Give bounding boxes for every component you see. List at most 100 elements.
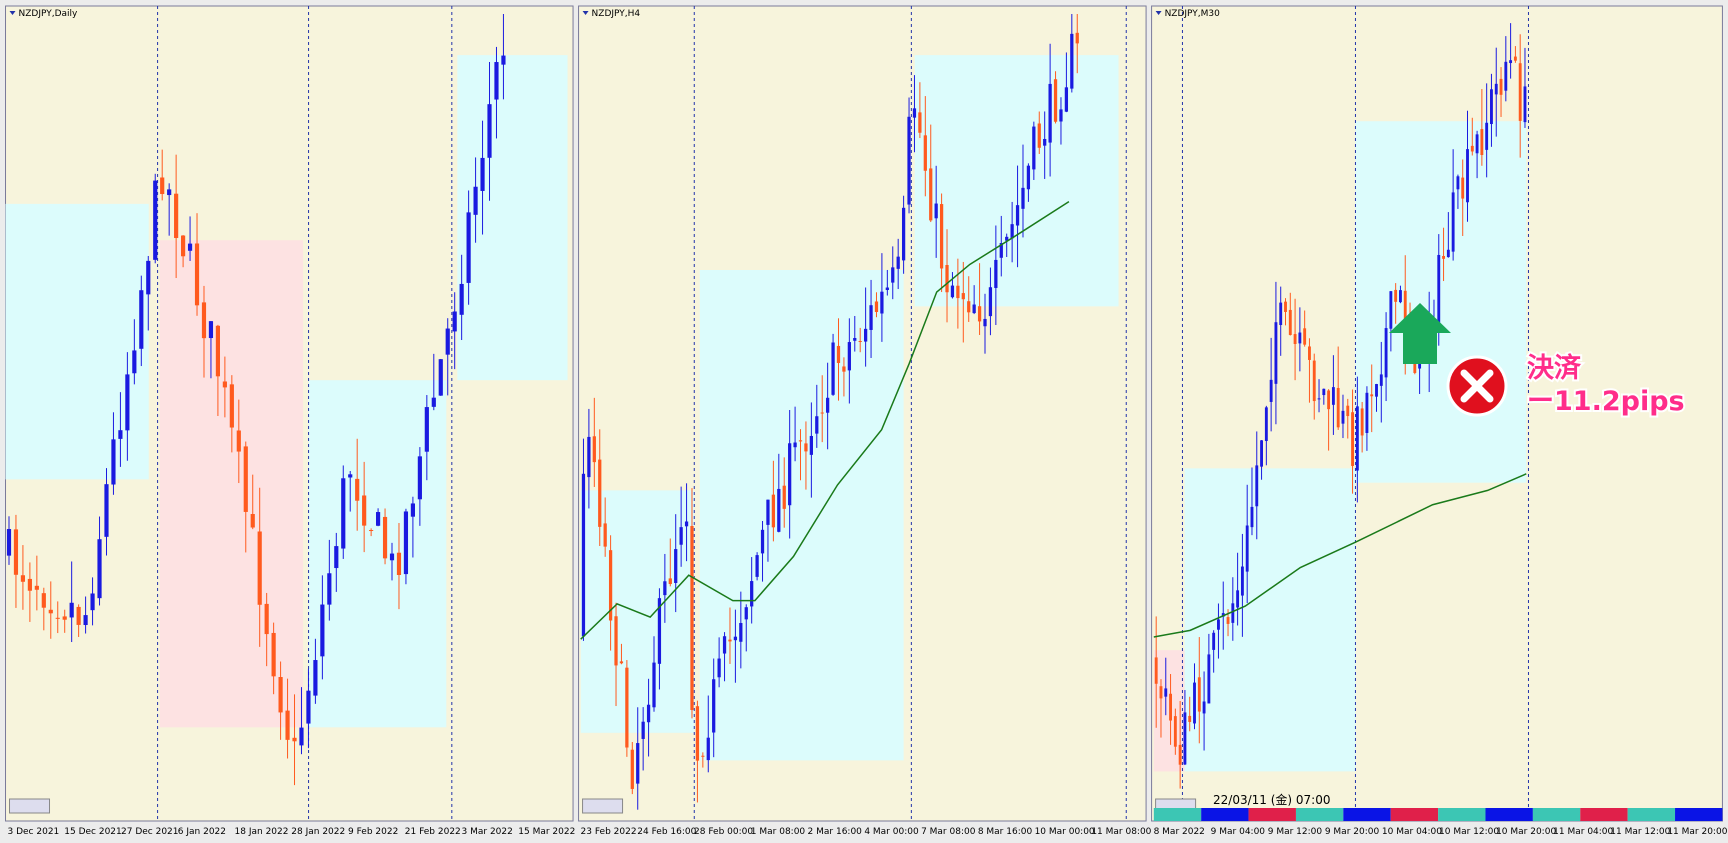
candle-body: [201, 302, 207, 339]
candle-body: [1188, 715, 1192, 722]
candle-body: [1183, 712, 1187, 765]
candle-body: [90, 593, 95, 611]
status-label: 決済: [1527, 352, 1582, 384]
candle-body: [690, 525, 694, 711]
candle-body: [733, 636, 738, 641]
candle-body: [1355, 406, 1359, 471]
candle-body: [934, 203, 938, 219]
candle-body: [292, 737, 297, 742]
candle-body: [1375, 384, 1378, 397]
candle-body: [1480, 129, 1484, 156]
candle-body: [229, 384, 234, 428]
candle-body: [1231, 603, 1235, 623]
candle-body: [341, 478, 346, 549]
candle-body: [695, 706, 700, 761]
candle-body: [1032, 126, 1036, 170]
candle-body: [69, 602, 74, 618]
candle-body: [755, 555, 759, 577]
zone-box: [914, 55, 1119, 307]
candle-body: [636, 743, 640, 784]
candle-body: [1504, 61, 1508, 91]
candle-body: [1173, 716, 1177, 747]
candle-body: [961, 293, 965, 300]
panel-title: NZDJPY,Daily: [19, 9, 79, 19]
session-bar: [1201, 808, 1249, 821]
candle-body: [118, 430, 123, 439]
candle-body: [97, 539, 102, 599]
candle-body: [907, 116, 911, 205]
candle-body: [1399, 290, 1402, 303]
x-axis-label: 9 Mar 04:00: [1211, 827, 1266, 837]
candle-body: [1461, 177, 1465, 199]
x-axis-label: 7 Mar 08:00: [921, 827, 976, 837]
candle-body: [236, 430, 241, 452]
candle-body: [1331, 387, 1335, 405]
candle-body: [798, 440, 803, 442]
x-axis-label: 23 Feb 2022: [581, 827, 637, 837]
candle-body: [956, 285, 960, 299]
session-bar: [1675, 808, 1723, 821]
candle-body: [410, 503, 415, 517]
x-axis-label: 8 Mar 16:00: [978, 827, 1033, 837]
candle-body: [1021, 187, 1025, 209]
candle-body: [6, 529, 12, 556]
candle-body: [831, 342, 835, 395]
candle-body: [431, 397, 436, 407]
candle-body: [494, 62, 499, 100]
candle-body: [174, 193, 179, 239]
candle-body: [950, 285, 955, 298]
x-axis-label: 18 Jan 2022: [235, 827, 289, 837]
candle-body: [438, 359, 443, 396]
candle-body: [125, 374, 130, 431]
candle-body: [728, 639, 732, 642]
candle-body: [1327, 390, 1331, 410]
zone-box: [5, 203, 149, 480]
candle-body: [1312, 360, 1316, 402]
candle-body: [880, 291, 884, 314]
candle-body: [1064, 87, 1069, 112]
candle-body: [1303, 328, 1307, 345]
candle-body: [1169, 693, 1172, 721]
candle-body: [1442, 255, 1445, 259]
x-axis-label: 10 Mar 12:00: [1439, 827, 1499, 837]
x-axis-label: 9 Feb 2022: [348, 827, 398, 837]
candle-body: [1379, 374, 1383, 386]
candle-body: [1245, 525, 1249, 572]
candle-body: [375, 512, 381, 526]
candle-body: [1470, 145, 1474, 152]
candle-body: [1451, 192, 1455, 252]
candle-body: [355, 478, 360, 501]
candle-body: [706, 737, 710, 761]
zone-box: [1355, 121, 1527, 483]
candle-body: [1221, 613, 1225, 617]
candle-body: [1202, 701, 1206, 714]
session-bar: [1627, 808, 1676, 821]
zone-box: [457, 55, 568, 381]
moving-average: [580, 201, 1070, 640]
candle-body: [1513, 56, 1517, 61]
candle-body: [27, 578, 32, 591]
candle-body: [181, 235, 186, 257]
candle-body: [55, 617, 60, 619]
session-bar: [1248, 808, 1296, 821]
candle-body: [652, 662, 656, 708]
candle-body: [663, 581, 667, 596]
candle-body: [766, 499, 770, 525]
candle-body: [1154, 657, 1158, 684]
x-axis-label: 11 Mar 08:00: [1091, 827, 1151, 837]
candle-body: [929, 168, 933, 221]
x-axis-label: 28 Feb 00:00: [694, 827, 753, 837]
candle-body: [1207, 654, 1211, 704]
candle-body: [684, 521, 689, 527]
x-axis-label: 15 Mar 2022: [518, 827, 575, 837]
candle-body: [972, 304, 976, 314]
candle-body: [1346, 405, 1350, 417]
candle-body: [1059, 109, 1063, 122]
candle-body: [271, 632, 276, 677]
candle-body: [587, 436, 591, 478]
candle-body: [1274, 322, 1278, 384]
candle-body: [1053, 79, 1058, 122]
candle-body: [250, 514, 255, 528]
candle-body: [1365, 392, 1369, 433]
candle-body: [1394, 289, 1398, 302]
